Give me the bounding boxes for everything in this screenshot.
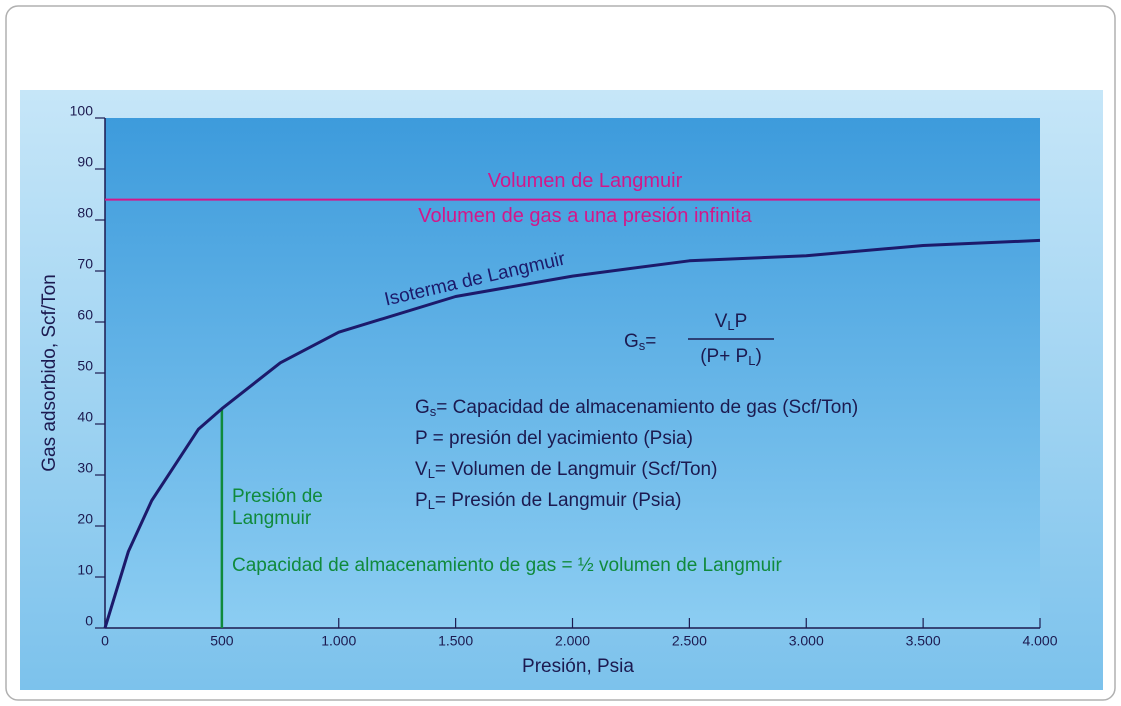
definition-text: = presión del yacimiento (Psia) [427,428,693,449]
langmuir-pressure-note: Capacidad de almacenamiento de gas = ½ v… [232,555,782,576]
formula-numerator: VLP [715,311,748,333]
langmuir-volume-label: Volumen de Langmuir [488,170,683,192]
definition-symbol: G [415,397,430,418]
x-axis-label: Presión, Psia [522,656,634,677]
x-tick-label: 2.500 [672,633,707,649]
x-tick-label: 2.000 [555,633,590,649]
y-tick-label: 40 [77,409,93,425]
formula-symbol: ) [755,346,761,367]
definition-text: = Volumen de Langmuir (Scf/Ton) [435,459,718,480]
definition: VL= Volumen de Langmuir (Scf/Ton) [415,459,717,481]
formula-symbol: (P+ P [700,346,748,367]
definition-sub: L [428,466,435,481]
definition-symbol: V [415,459,428,480]
definition-sub: s [430,404,437,419]
x-tick-label: 3.000 [789,633,824,649]
y-tick-label: 80 [77,205,93,221]
definition: PL= Presión de Langmuir (Psia) [415,490,682,512]
formula-sub: L [748,353,755,368]
x-tick-label: 1.000 [321,633,356,649]
x-tick-label: 4.000 [1022,633,1057,649]
definition-sub: L [428,497,435,512]
definition-text: = Presión de Langmuir (Psia) [435,490,682,511]
y-tick-label: 50 [77,358,93,374]
formula-lhs: Gs= [624,331,656,353]
isotherm-curve [103,238,1041,629]
plot-area [105,118,1040,628]
langmuir-pressure-label: Presión de [232,486,323,507]
x-tick-label: 0 [101,633,109,649]
formula-sub: L [727,318,734,333]
definition: Gs= Capacidad de almacenamiento de gas (… [415,397,858,419]
y-tick-label: 20 [77,511,93,527]
formula-sub: s [639,338,646,353]
y-tick-label: 10 [77,562,93,578]
definition-symbol: P [415,428,427,449]
x-tick-label: 1.500 [438,633,473,649]
formula-symbol: P [735,311,748,332]
x-tick-label: 3.500 [906,633,941,649]
y-tick-label: 60 [77,307,93,323]
y-tick-label: 0 [85,613,93,629]
langmuir-pressure-label: Langmuir [232,508,312,529]
y-axis-label: Gas adsorbido, Scf/Ton [39,274,60,472]
y-tick-label: 70 [77,256,93,272]
x-tick-label: 500 [210,633,234,649]
y-tick-label: 30 [77,460,93,476]
formula-eq: = [645,331,656,352]
formula-denominator: (P+ PL) [700,346,762,368]
formula-symbol: V [715,311,728,332]
y-tick-label: 90 [77,154,93,170]
definition-symbol: P [415,490,428,511]
definition: P = presión del yacimiento (Psia) [415,428,693,449]
formula-symbol: G [624,331,639,352]
definition-text: = Capacidad de almacenamiento de gas (Sc… [436,397,858,418]
langmuir-volume-sublabel: Volumen de gas a una presión infinita [418,205,752,227]
y-tick-label: 100 [70,103,94,119]
